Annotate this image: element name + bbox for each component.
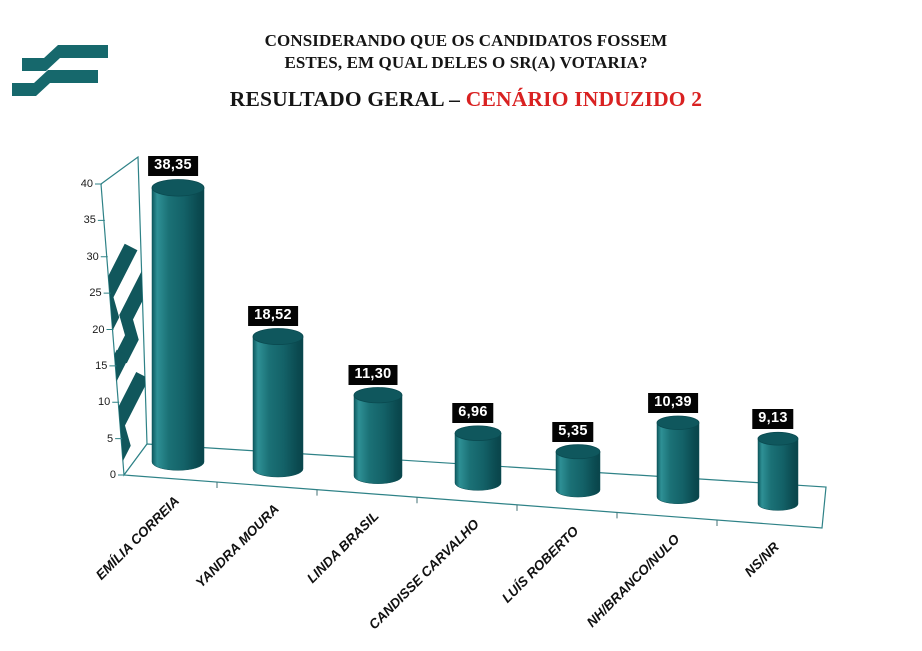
logo-bands-icon (12, 45, 108, 96)
subtitle-result-label: RESULTADO GERAL – (229, 87, 466, 111)
bar-cylinder-4 (555, 451, 601, 498)
bar-cylinder-5 (656, 422, 700, 504)
subtitle-scenario: CENÁRIO INDUZIDO 2 (465, 87, 703, 111)
bar-cylinder-top-0 (151, 179, 205, 197)
bar-cylinder-top-4 (555, 444, 601, 460)
chart-header: CONSIDERANDO QUE OS CANDIDATOS FOSSEM ES… (160, 30, 772, 112)
polling-institute-logo (8, 18, 118, 103)
bar-cylinder-top-5 (656, 415, 700, 430)
bar-cylinder-6 (757, 438, 799, 511)
bar-cylinder-top-1 (252, 328, 304, 345)
bar-cylinder-top-3 (454, 425, 502, 441)
bar-cylinder-top-2 (353, 387, 403, 404)
bar-cylinder-top-6 (757, 431, 799, 446)
bar-cylinder-0 (151, 187, 205, 471)
bar-cylinder-2 (353, 394, 403, 484)
result-subtitle: RESULTADO GERAL – CENÁRIO INDUZIDO 2 (160, 87, 772, 112)
bar-cylinder-1 (252, 336, 304, 478)
question-title-line2: ESTES, EM QUAL DELES O SR(A) VOTARIA? (284, 53, 648, 72)
bar-cylinder-3 (454, 432, 502, 491)
question-title-line1: CONSIDERANDO QUE OS CANDIDATOS FOSSEM (264, 31, 668, 50)
